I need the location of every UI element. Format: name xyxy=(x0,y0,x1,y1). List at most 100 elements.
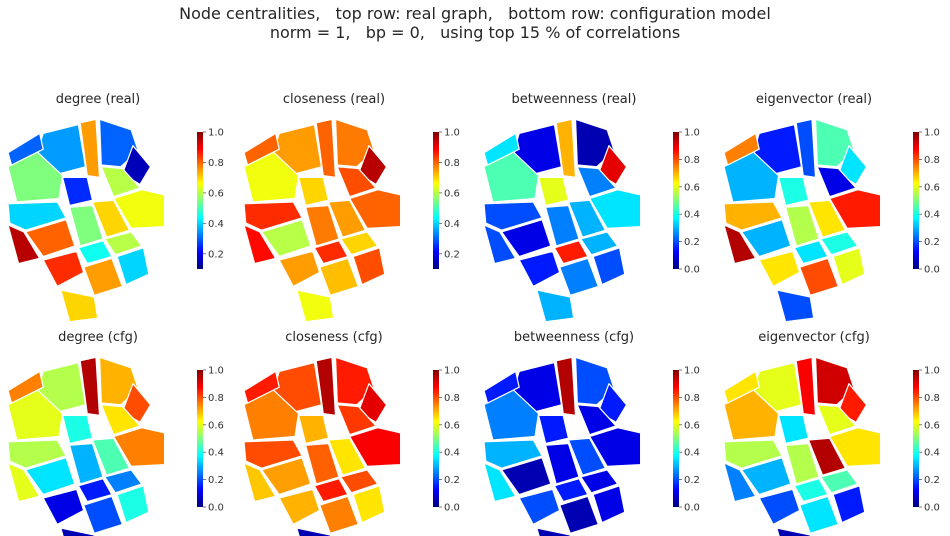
colorbar-tick-label: 0.8 xyxy=(684,393,700,404)
region-17 xyxy=(116,247,150,286)
colorbar-tick-label: 0.0 xyxy=(208,503,224,514)
brain-map xyxy=(7,356,166,536)
colorbar-tick-label: 0.6 xyxy=(208,188,224,199)
brain-map xyxy=(723,118,882,323)
region-18 xyxy=(296,289,335,323)
region-5 xyxy=(100,404,141,436)
region-10 xyxy=(500,218,552,258)
region-14 xyxy=(580,469,619,494)
panel-4: degree (cfg) 0.0 0.2 0.4 0.6 0.8 1.0 xyxy=(7,330,224,536)
colorbar-tick-label: 0.0 xyxy=(924,265,940,276)
region-3 xyxy=(357,383,388,424)
region-3 xyxy=(121,145,152,186)
colorbar-tick-label: 0.4 xyxy=(924,448,940,459)
region-9 xyxy=(91,199,131,238)
region-13 xyxy=(7,224,41,265)
region-8 xyxy=(112,189,166,230)
colorbar-tick-label: 0.8 xyxy=(208,158,224,169)
region-9 xyxy=(807,437,847,476)
region-10 xyxy=(24,218,76,258)
region-9 xyxy=(567,199,607,238)
region-13 xyxy=(243,224,277,265)
region-17 xyxy=(352,247,386,286)
panel-2: betweenness (real) 0.0 0.2 0.4 0.6 0.8 1.0 xyxy=(483,92,700,323)
panel-title: degree (real) xyxy=(56,92,140,107)
region-11 xyxy=(784,204,820,247)
colorbar-tick-label: 0.6 xyxy=(924,420,940,431)
region-18 xyxy=(776,289,815,323)
panel-6: betweenness (cfg) 0.0 0.2 0.4 0.6 0.8 1.0 xyxy=(483,330,700,536)
region-3 xyxy=(121,383,152,424)
brain-map xyxy=(7,118,166,323)
colorbar-tick-label: 0.4 xyxy=(208,448,224,459)
colorbar-tick-label: 0.4 xyxy=(444,219,460,230)
colorbar-tick-label: 0.8 xyxy=(444,393,460,404)
region-8 xyxy=(112,427,166,468)
region-8 xyxy=(588,189,642,230)
region-15 xyxy=(278,250,321,288)
region-1 xyxy=(315,118,337,178)
region-19 xyxy=(243,370,280,404)
region-19 xyxy=(723,370,760,404)
region-8 xyxy=(588,427,642,468)
colorbar-tick-label: 0.4 xyxy=(444,448,460,459)
colorbar-tick-label: 0.0 xyxy=(444,503,460,514)
region-12 xyxy=(313,478,349,503)
region-12 xyxy=(793,478,829,503)
panel-title: closeness (cfg) xyxy=(285,330,383,345)
colorbar-tick-label: 0.8 xyxy=(444,158,460,169)
region-10 xyxy=(740,456,792,496)
colorbar xyxy=(197,370,203,507)
region-16 xyxy=(83,257,124,296)
colorbar-tick-label: 1.0 xyxy=(684,366,700,377)
region-17 xyxy=(116,485,150,524)
colorbar-tick-label: 0.2 xyxy=(208,475,224,486)
region-6 xyxy=(537,176,570,207)
region-14 xyxy=(820,231,859,256)
brain-map xyxy=(483,356,642,536)
region-11 xyxy=(304,442,340,485)
region-16 xyxy=(83,495,124,534)
region-11 xyxy=(68,442,104,485)
region-10 xyxy=(24,456,76,496)
region-9 xyxy=(567,437,607,476)
region-13 xyxy=(723,462,757,503)
region-13 xyxy=(7,462,41,503)
region-3 xyxy=(837,383,868,424)
title-line-2: norm = 1, bp = 0, using top 15 % of corr… xyxy=(269,23,681,42)
colorbar-tick-label: 0.2 xyxy=(444,475,460,486)
region-14 xyxy=(580,231,619,256)
region-14 xyxy=(104,231,143,256)
panel-title: betweenness (cfg) xyxy=(514,330,634,345)
region-11 xyxy=(68,204,104,247)
region-14 xyxy=(820,469,859,494)
region-6 xyxy=(777,414,810,445)
region-9 xyxy=(807,199,847,238)
region-12 xyxy=(313,240,349,265)
region-7 xyxy=(723,201,783,231)
colorbar-tick-label: 0.4 xyxy=(684,210,700,221)
region-9 xyxy=(327,199,367,238)
panel-1: closeness (real) 0.2 0.4 0.6 0.8 1.0 xyxy=(243,92,460,323)
region-16 xyxy=(799,257,840,296)
colorbar-tick-label: 0.4 xyxy=(684,448,700,459)
region-10 xyxy=(260,456,312,496)
region-8 xyxy=(828,427,882,468)
region-8 xyxy=(828,189,882,230)
region-6 xyxy=(297,414,330,445)
region-10 xyxy=(500,456,552,496)
region-5 xyxy=(576,166,617,198)
colorbar-tick-label: 0.4 xyxy=(924,210,940,221)
region-6 xyxy=(61,176,94,207)
region-6 xyxy=(61,414,94,445)
region-8 xyxy=(348,427,402,468)
region-3 xyxy=(837,145,868,186)
region-16 xyxy=(799,495,840,534)
colorbar xyxy=(673,370,679,507)
region-19 xyxy=(7,132,44,166)
region-19 xyxy=(483,370,520,404)
colorbar xyxy=(673,132,679,269)
region-13 xyxy=(483,224,517,265)
region-5 xyxy=(816,166,857,198)
colorbar xyxy=(913,132,919,269)
